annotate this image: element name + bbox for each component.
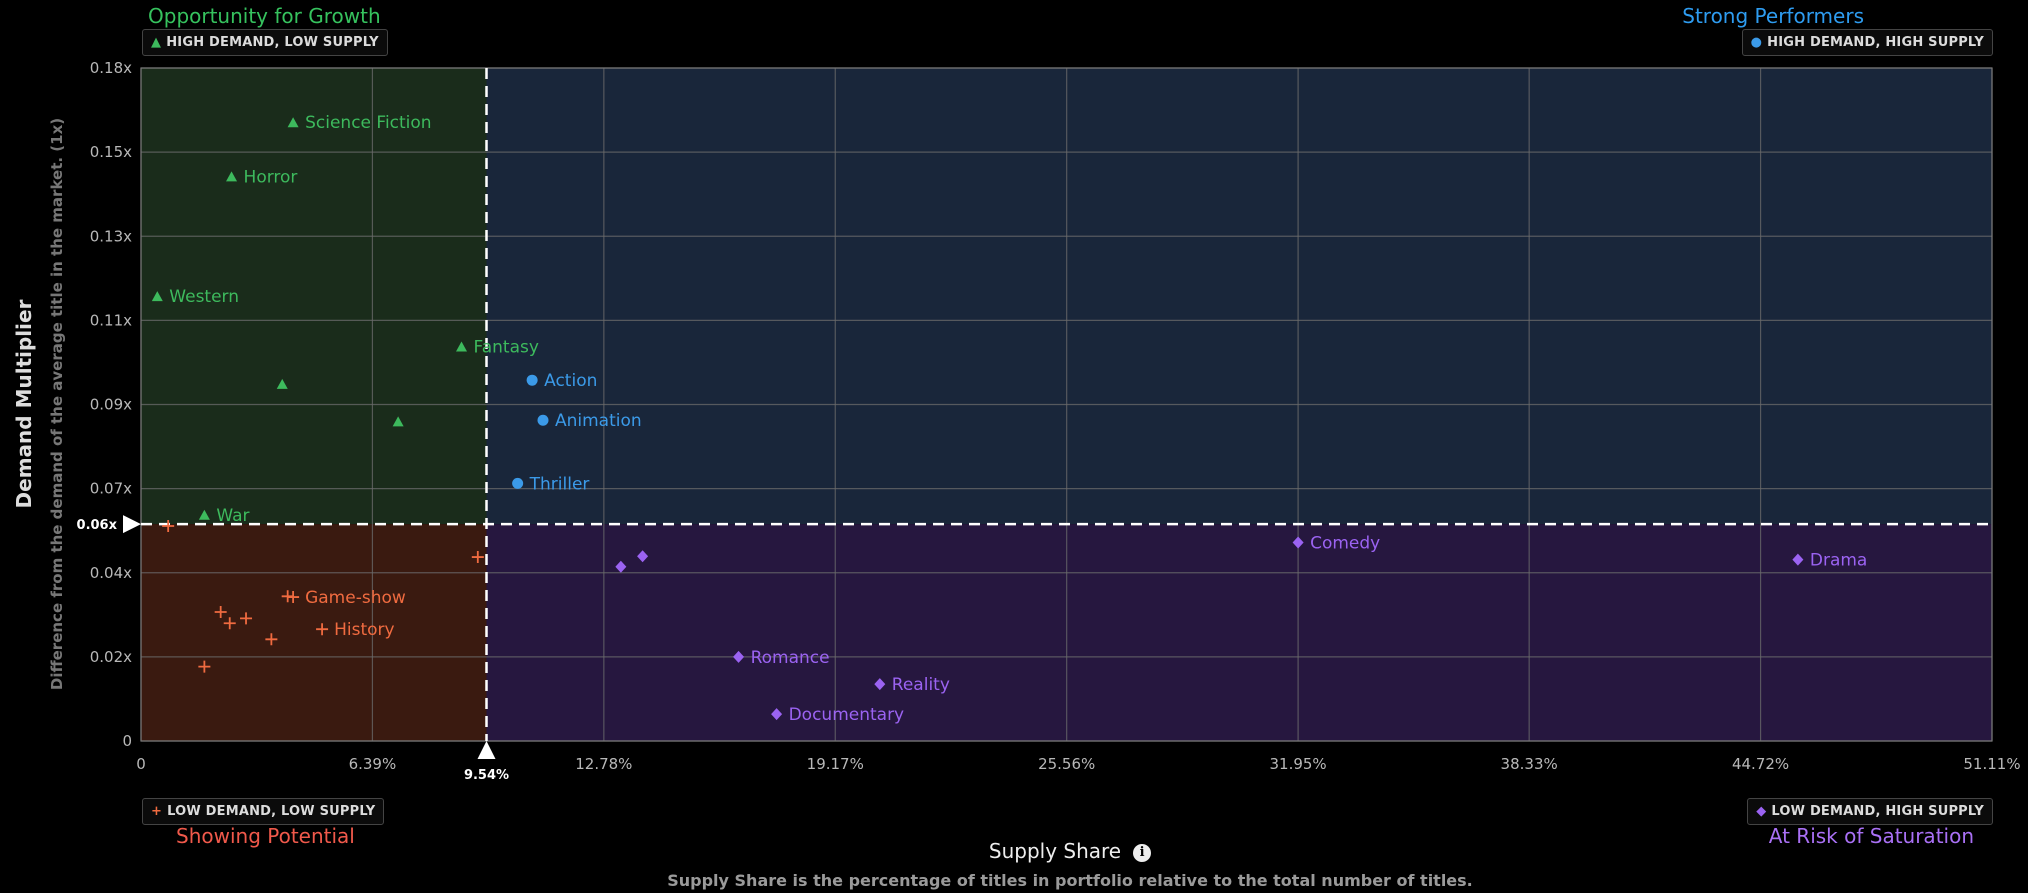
badge-label: HIGH DEMAND, HIGH SUPPLY <box>1767 35 1984 50</box>
diamond-marker <box>733 650 745 663</box>
circle-marker <box>537 414 549 426</box>
point-label-romance: Romance <box>751 648 830 668</box>
y-tick-label: 0 <box>122 732 132 750</box>
y-axis-subtitle: Difference from the demand of the averag… <box>48 117 66 691</box>
plot-border <box>140 67 1993 742</box>
point-label-drama: Drama <box>1810 551 1867 571</box>
badge-label: LOW DEMAND, LOW SUPPLY <box>167 804 376 819</box>
diamond-marker <box>615 560 627 573</box>
diamond-marker <box>1792 553 1804 566</box>
x-tick-label: 25.56% <box>1038 755 1095 773</box>
x-reference-marker <box>477 741 496 759</box>
point-label-science-fiction: Science Fiction <box>305 113 431 133</box>
quadrant-badge-high-demand-high-supply[interactable]: ● HIGH DEMAND, HIGH SUPPLY <box>1741 29 1993 56</box>
triangle-marker <box>456 341 468 352</box>
plus-marker <box>223 617 236 630</box>
y-tick-label: 0.13x <box>90 227 132 245</box>
x-tick-label: 6.39% <box>349 755 397 773</box>
point-label-documentary: Documentary <box>789 705 905 725</box>
triangle-marker <box>276 378 288 389</box>
y-tick-label: 0.02x <box>90 648 132 666</box>
triangle-marker <box>392 416 404 427</box>
plus-marker <box>162 520 175 533</box>
quadrant-title-strong-performers: Strong Performers <box>1682 4 1864 28</box>
triangle-marker <box>198 509 210 520</box>
point-label-game-show: Game-show <box>305 588 406 608</box>
y-tick-label: 0.07x <box>90 480 132 498</box>
badge-label: HIGH DEMAND, LOW SUPPLY <box>166 35 379 50</box>
plus-marker <box>471 551 484 564</box>
y-tick-label: 0.15x <box>90 143 132 161</box>
quadrant-bg-bottom-right <box>486 524 1992 741</box>
y-axis-title: Demand Multiplier <box>12 299 36 509</box>
point-label-action: Action <box>544 371 597 391</box>
y-tick-label: 0.04x <box>90 564 132 582</box>
plus-marker <box>198 660 211 673</box>
x-tick-label: 12.78% <box>575 755 632 773</box>
point-label-thriller: Thriller <box>529 474 590 494</box>
quadrant-title-at-risk: At Risk of Saturation <box>1768 824 1974 848</box>
circle-marker <box>526 374 538 386</box>
plus-marker <box>281 590 294 603</box>
quadrant-bg-top-left <box>141 68 487 525</box>
circle-icon: ● <box>1750 35 1763 50</box>
x-axis-title: Supply Share i <box>0 839 2028 863</box>
x-tick-label: 44.72% <box>1732 755 1789 773</box>
point-label-history: History <box>334 620 394 640</box>
point-label-horror: Horror <box>244 167 298 187</box>
quadrant-badge-high-demand-low-supply[interactable]: ▲ HIGH DEMAND, LOW SUPPLY <box>142 29 388 56</box>
diamond-icon: ◆ <box>1756 804 1767 819</box>
point-label-reality: Reality <box>892 675 950 695</box>
badge-label: LOW DEMAND, HIGH SUPPLY <box>1771 804 1984 819</box>
plus-marker <box>240 612 253 625</box>
triangle-marker <box>287 117 299 128</box>
x-tick-label: 0 <box>136 755 146 773</box>
plus-marker <box>214 606 227 619</box>
diamond-marker <box>637 550 649 563</box>
y-tick-label: 0.18x <box>90 59 132 77</box>
x-tick-label: 19.17% <box>807 755 864 773</box>
point-label-comedy: Comedy <box>1310 533 1380 553</box>
quadrant-title-showing-potential: Showing Potential <box>176 824 355 848</box>
x-tick-label: 51.11% <box>1963 755 2020 773</box>
diamond-marker <box>771 708 783 721</box>
x-reference-label: 9.54% <box>464 768 509 783</box>
point-label-war: War <box>216 506 249 526</box>
diamond-marker <box>1292 536 1304 549</box>
point-label-animation: Animation <box>555 411 642 431</box>
plus-marker <box>265 633 278 646</box>
point-label-fantasy: Fantasy <box>474 338 539 358</box>
x-axis-title-text: Supply Share <box>988 839 1122 863</box>
plus-marker <box>316 623 329 636</box>
diamond-marker <box>874 678 886 691</box>
x-tick-label: 31.95% <box>1269 755 1326 773</box>
y-reference-label: 0.06x <box>77 518 118 533</box>
x-axis-note: Supply Share is the percentage of titles… <box>667 871 1473 890</box>
triangle-marker <box>226 171 238 182</box>
quadrant-badge-low-demand-low-supply[interactable]: + LOW DEMAND, LOW SUPPLY <box>142 798 385 825</box>
quadrant-title-opportunity: Opportunity for Growth <box>148 4 381 28</box>
triangle-icon: ▲ <box>151 35 162 50</box>
x-tick-label: 38.33% <box>1501 755 1558 773</box>
info-icon[interactable]: i <box>1133 844 1152 862</box>
plus-icon: + <box>151 804 163 819</box>
y-reference-marker <box>123 515 141 534</box>
y-tick-label: 0.09x <box>90 396 132 414</box>
y-tick-label: 0.11x <box>90 311 132 329</box>
triangle-marker <box>151 291 163 302</box>
quadrant-badge-low-demand-high-supply[interactable]: ◆ LOW DEMAND, HIGH SUPPLY <box>1747 798 1993 825</box>
quadrant-bg-top-right <box>486 68 1992 525</box>
point-label-western: Western <box>169 287 239 307</box>
circle-marker <box>512 477 524 489</box>
quadrant-bg-bottom-left <box>141 524 487 741</box>
